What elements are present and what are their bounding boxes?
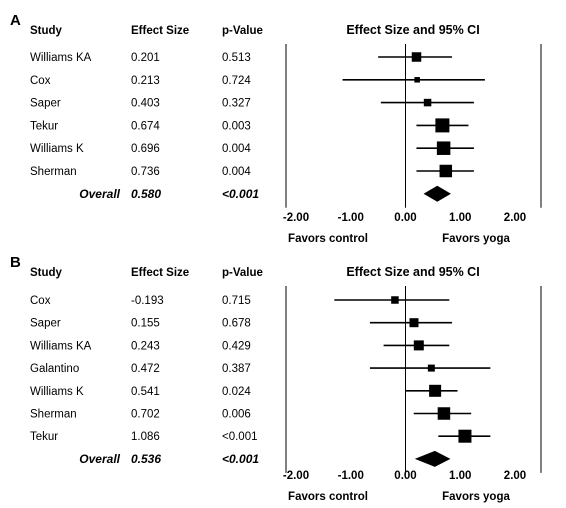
- study-p-value: 0.724: [222, 75, 251, 87]
- study-name: Cox: [30, 75, 51, 87]
- study-effect-marker: [439, 164, 453, 178]
- overall-effect-size: 0.536: [131, 452, 161, 466]
- study-effect-marker: [458, 429, 472, 443]
- overall-effect-diamond: [423, 185, 451, 202]
- column-header-ci: Effect Size and 95% CI: [346, 265, 479, 279]
- study-p-value: 0.387: [222, 363, 251, 375]
- study-effect-marker: [427, 364, 435, 372]
- study-p-value: 0.715: [222, 295, 251, 307]
- overall-label: Overall: [79, 187, 120, 201]
- study-effect-marker: [414, 77, 420, 83]
- study-p-value: 0.429: [222, 340, 251, 352]
- study-name: Cox: [30, 295, 51, 307]
- study-name: Williams KA: [30, 52, 92, 64]
- study-name: Tekur: [30, 120, 58, 132]
- overall-p-value: <0.001: [222, 187, 259, 201]
- study-p-value: 0.004: [222, 143, 251, 155]
- study-name: Galantino: [30, 363, 79, 375]
- study-effect-marker: [411, 52, 422, 62]
- panel-b: B Study Effect Size p-Value Effect Size and …: [10, 254, 542, 503]
- study-p-value: 0.006: [222, 409, 251, 421]
- favors-yoga-label: Favors yoga: [442, 491, 510, 503]
- x-axis-tick-label: 0.00: [394, 212, 416, 224]
- x-axis-tick-label: -1.00: [338, 212, 364, 224]
- panel-a: A Study Effect Size p-Value Effect Size and …: [10, 12, 542, 245]
- study-effect-size: -0.193: [131, 295, 164, 307]
- study-effect-marker: [435, 118, 450, 133]
- column-header-study: Study: [30, 25, 63, 37]
- overall-label: Overall: [79, 452, 120, 466]
- study-effect-size: 0.472: [131, 363, 160, 375]
- overall-effect-diamond: [414, 450, 451, 467]
- study-name: Saper: [30, 98, 61, 110]
- column-header-effect-size: Effect Size: [131, 25, 189, 37]
- study-name: Williams K: [30, 386, 84, 398]
- x-axis-tick-label: 1.00: [449, 470, 471, 482]
- x-axis-tick-label: -2.00: [283, 212, 309, 224]
- favors-control-label: Favors control: [288, 491, 368, 503]
- study-effect-size: 0.702: [131, 409, 160, 421]
- study-effect-size: 0.403: [131, 98, 160, 110]
- overall-effect-size: 0.580: [131, 187, 161, 201]
- study-effect-size: 0.736: [131, 166, 160, 178]
- study-effect-size: 0.696: [131, 143, 160, 155]
- study-p-value: 0.024: [222, 386, 251, 398]
- study-p-value: 0.678: [222, 318, 251, 330]
- study-p-value: 0.004: [222, 166, 251, 178]
- study-p-value: 0.513: [222, 52, 251, 64]
- x-axis-tick-label: -2.00: [283, 470, 309, 482]
- study-effect-marker: [423, 98, 432, 107]
- study-p-value: 0.327: [222, 98, 251, 110]
- study-effect-size: 0.213: [131, 75, 160, 87]
- study-effect-size: 0.541: [131, 386, 160, 398]
- study-p-value: 0.003: [222, 120, 251, 132]
- x-axis-tick-label: -1.00: [338, 470, 364, 482]
- study-name: Saper: [30, 318, 61, 330]
- panel-label: B: [10, 254, 21, 271]
- column-header-effect-size: Effect Size: [131, 267, 189, 279]
- study-effect-marker: [413, 340, 424, 351]
- x-axis-tick-label: 2.00: [504, 212, 526, 224]
- study-effect-size: 1.086: [131, 431, 160, 443]
- study-name: Tekur: [30, 431, 58, 443]
- study-effect-marker: [391, 296, 399, 304]
- column-header-p-value: p-Value: [222, 267, 263, 279]
- study-effect-size: 0.155: [131, 318, 160, 330]
- study-effect-marker: [437, 407, 451, 420]
- study-name: Williams K: [30, 143, 84, 155]
- overall-p-value: <0.001: [222, 452, 259, 466]
- study-effect-marker: [429, 384, 442, 397]
- study-name: Sherman: [30, 166, 77, 178]
- study-effect-size: 0.201: [131, 52, 160, 64]
- column-header-p-value: p-Value: [222, 25, 263, 37]
- study-name: Williams KA: [30, 340, 92, 352]
- x-axis-tick-label: 2.00: [504, 470, 526, 482]
- study-name: Sherman: [30, 409, 77, 421]
- column-header-ci: Effect Size and 95% CI: [346, 23, 479, 37]
- x-axis-tick-label: 1.00: [449, 212, 471, 224]
- panel-label: A: [10, 12, 21, 29]
- study-effect-size: 0.243: [131, 340, 160, 352]
- favors-control-label: Favors control: [288, 233, 368, 245]
- study-effect-marker: [436, 141, 451, 155]
- column-header-study: Study: [30, 267, 63, 279]
- study-effect-marker: [409, 318, 419, 328]
- x-axis-tick-label: 0.00: [394, 470, 416, 482]
- study-effect-size: 0.674: [131, 120, 160, 132]
- favors-yoga-label: Favors yoga: [442, 233, 510, 245]
- study-p-value: <0.001: [222, 431, 258, 443]
